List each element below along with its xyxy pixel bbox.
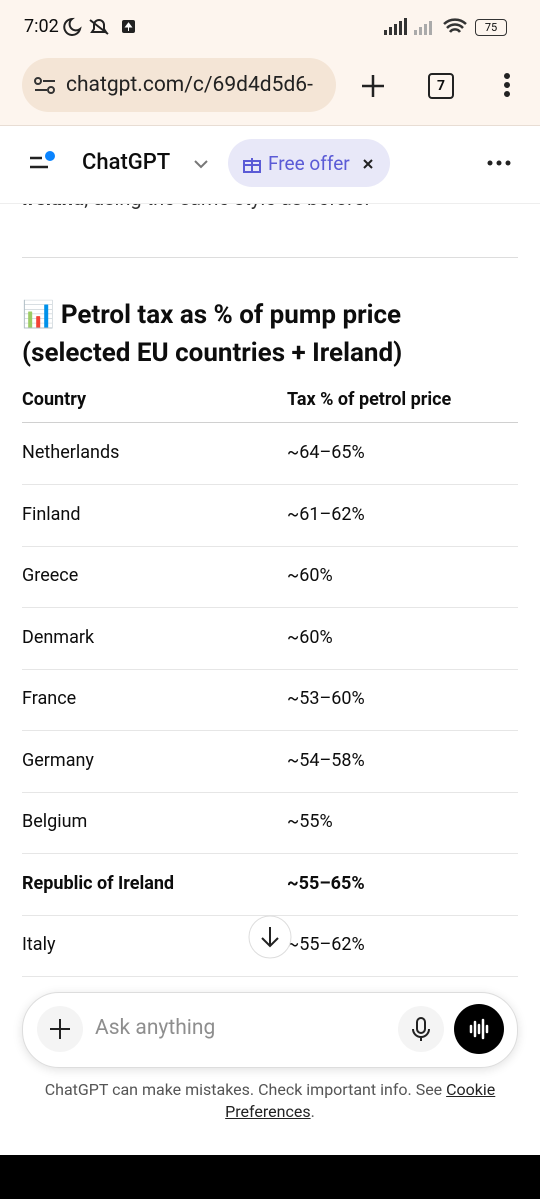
table-cell: France: [22, 688, 77, 709]
voice-button[interactable]: [454, 1004, 504, 1054]
table-cell: Belgium: [22, 811, 88, 832]
row-line: [22, 668, 518, 670]
offer-close[interactable]: [361, 157, 375, 171]
site-settings-icon[interactable]: [33, 75, 57, 97]
row-line: [22, 484, 518, 485]
table-cell: Greece: [22, 565, 79, 586]
table-cell: Italy: [22, 934, 56, 955]
sidebar-button[interactable]: [28, 150, 58, 174]
table-cell: ~64–65%: [287, 442, 365, 463]
url-bar[interactable]: [22, 58, 336, 112]
table-cell: Germany: [22, 749, 94, 771]
scroll-down-button[interactable]: [247, 914, 293, 960]
row-line: [22, 791, 518, 793]
table-cell: ~54–58%: [287, 749, 365, 771]
new-tab-button[interactable]: [360, 73, 386, 99]
divider: [22, 257, 518, 258]
app-title[interactable]: ChatGPT: [82, 150, 171, 175]
status-icons: [63, 17, 135, 36]
menu-button[interactable]: [500, 72, 514, 100]
row-line: [22, 914, 518, 916]
table-cell: Finland: [22, 503, 81, 525]
row-line: [22, 976, 518, 977]
offer-text[interactable]: Free offer: [268, 152, 350, 175]
heading: 📊 Petrol tax as % of pump price (selecte…: [22, 300, 403, 368]
browser-chrome: 7:02 75 chatgpt.com/c/69d4d5d6- 7: [0, 0, 540, 126]
header-line: [22, 422, 518, 423]
composer-placeholder[interactable]: Ask anything: [95, 1016, 216, 1040]
tab-count[interactable]: 7: [428, 73, 454, 99]
battery: 75: [475, 19, 507, 36]
nav-bar: [0, 1155, 540, 1199]
more-button[interactable]: [486, 158, 512, 168]
table-cell: ~60%: [287, 565, 333, 586]
offer-pill[interactable]: [228, 139, 390, 187]
row-line: [22, 545, 518, 547]
signal-icons: [384, 18, 467, 35]
disclaimer: ChatGPT can make mistakes. Check importa…: [44, 1080, 443, 1099]
table-cell: ~55–62%: [287, 934, 365, 955]
table-cell: ~61–62%: [287, 503, 365, 525]
table-cell: ~55–65%: [287, 872, 365, 894]
gift-icon: [243, 158, 261, 173]
table-cell: Netherlands: [22, 442, 120, 463]
mic-button[interactable]: [397, 1005, 445, 1053]
row-line: [22, 730, 518, 731]
table-cell: Denmark: [22, 626, 95, 648]
url-text[interactable]: chatgpt.com/c/69d4d5d6-: [66, 73, 313, 97]
attach-button[interactable]: [36, 1005, 84, 1053]
table-cell: Republic of Ireland: [22, 872, 175, 894]
model-chevron[interactable]: [193, 158, 209, 170]
cookie-link[interactable]: Cookie Preferences: [225, 1080, 496, 1121]
status-time: 7:02: [24, 16, 59, 37]
table-cell: ~55%: [287, 811, 333, 832]
table-cell: ~60%: [287, 626, 333, 648]
table-cell: ~53–60%: [287, 688, 365, 709]
row-line: [22, 607, 518, 608]
column-header: Tax % of petrol price: [287, 389, 452, 410]
disclaimer-end: .: [310, 1102, 315, 1121]
row-line: [22, 853, 518, 854]
footer: ChatGPT can make mistakes. Check importa…: [20, 1079, 520, 1123]
column-header: Country: [22, 389, 87, 410]
